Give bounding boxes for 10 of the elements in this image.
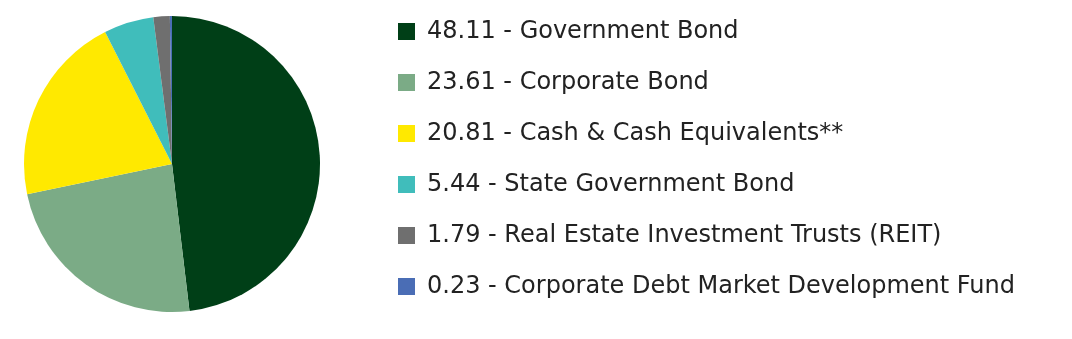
pie-slice bbox=[24, 31, 172, 195]
legend-label: 20.81 - Cash & Cash Equivalents** bbox=[427, 118, 844, 147]
pie-slice bbox=[105, 17, 172, 164]
pie-slice bbox=[172, 16, 320, 311]
legend-label: 0.23 - Corporate Debt Market Development Fund bbox=[427, 271, 1015, 300]
pie-slice bbox=[27, 164, 190, 312]
legend-label: 5.44 - State Government Bond bbox=[427, 169, 795, 198]
legend-label: 23.61 - Corporate Bond bbox=[427, 67, 709, 96]
legend-label: 48.11 - Government Bond bbox=[427, 16, 739, 45]
legend-label: 1.79 - Real Estate Investment Trusts (REIT) bbox=[427, 220, 942, 249]
